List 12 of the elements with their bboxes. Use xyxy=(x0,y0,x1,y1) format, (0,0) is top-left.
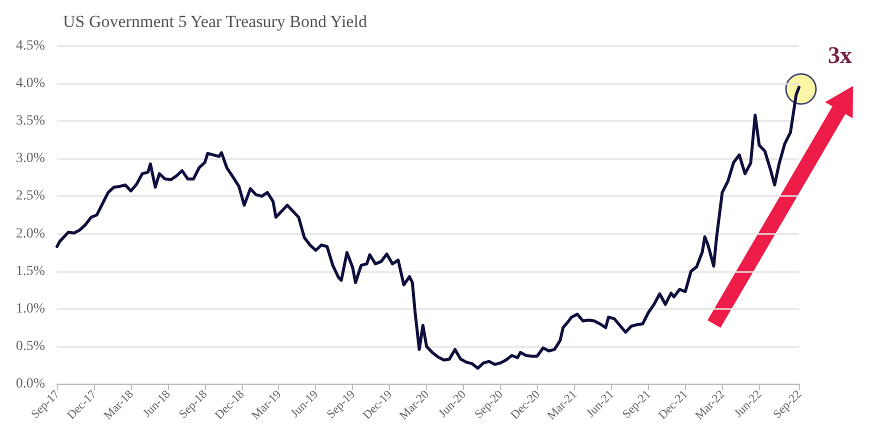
y-tick-label: 2.5% xyxy=(16,188,46,204)
y-tick-label: 2.0% xyxy=(16,226,46,242)
text: 3x xyxy=(828,43,852,69)
y-tick-label: 0.0% xyxy=(16,376,46,392)
y-tick-label: 1.5% xyxy=(16,264,46,279)
y-tick-label: 0.5% xyxy=(16,338,46,354)
y-tick-label: 4.0% xyxy=(16,76,46,92)
y-tick-label: 1.0% xyxy=(16,301,46,316)
y-tick-label: 3.0% xyxy=(16,151,46,166)
y-tick-label: 4.5% xyxy=(16,38,46,54)
y-tick-label: 3.5% xyxy=(16,114,46,129)
chart-title: US Government 5 Year Treasury Bond Yield xyxy=(63,12,368,31)
